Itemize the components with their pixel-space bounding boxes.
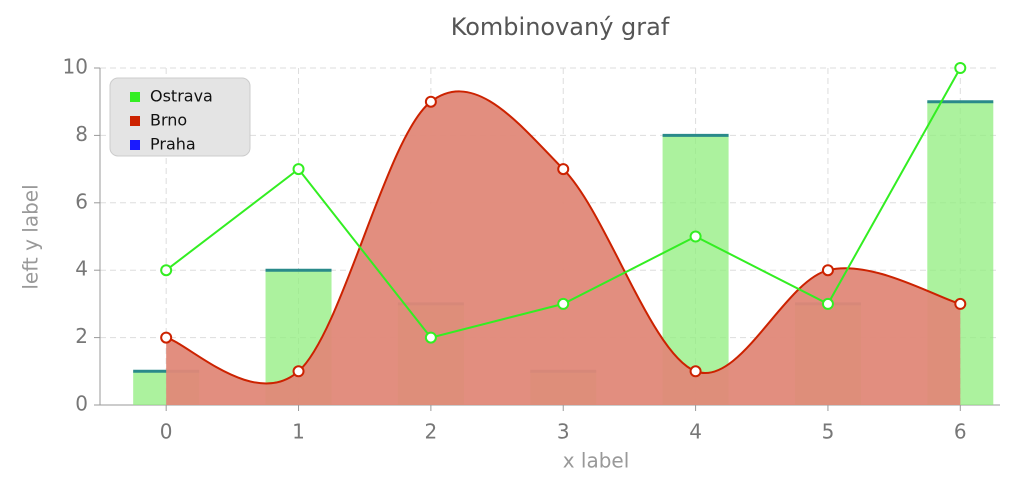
y-tick-label: 10 bbox=[63, 55, 88, 79]
point bbox=[160, 264, 173, 277]
legend-label: Brno bbox=[150, 111, 187, 130]
legend-label: Praha bbox=[150, 135, 196, 154]
y-tick-label: 6 bbox=[75, 189, 88, 213]
point bbox=[160, 331, 173, 344]
point bbox=[557, 163, 570, 176]
x-tick-label: 3 bbox=[557, 420, 570, 444]
x-tick-label: 0 bbox=[160, 420, 173, 444]
legend-label: Ostrava bbox=[150, 87, 213, 106]
point bbox=[954, 62, 967, 74]
x-tick-label: 5 bbox=[822, 420, 835, 444]
area bbox=[166, 91, 961, 405]
x-tick-label: 2 bbox=[425, 420, 438, 444]
x-tick-label: 1 bbox=[292, 420, 305, 444]
legend-swatch bbox=[130, 116, 140, 126]
y-tick-label: 0 bbox=[75, 392, 88, 416]
point bbox=[424, 331, 437, 344]
y-tick-label: 2 bbox=[75, 324, 88, 348]
y-tick-label: 8 bbox=[75, 122, 88, 146]
point bbox=[689, 365, 702, 378]
point bbox=[424, 95, 437, 108]
y-tick-label: 4 bbox=[75, 257, 88, 281]
y-axis-label: left y label bbox=[19, 184, 43, 289]
legend-box bbox=[109, 77, 251, 157]
point bbox=[821, 297, 834, 310]
point bbox=[821, 264, 834, 277]
chart-title: Kombinovaný graf bbox=[451, 13, 670, 41]
point bbox=[954, 297, 967, 310]
x-tick-label: 6 bbox=[954, 420, 967, 444]
point bbox=[689, 230, 702, 243]
legend-swatch bbox=[130, 92, 140, 102]
point bbox=[557, 297, 570, 310]
point bbox=[292, 365, 305, 378]
x-tick-label: 4 bbox=[689, 420, 702, 444]
x-axis-label: x label bbox=[563, 449, 630, 473]
legend-swatch bbox=[130, 140, 140, 150]
point bbox=[292, 163, 305, 176]
